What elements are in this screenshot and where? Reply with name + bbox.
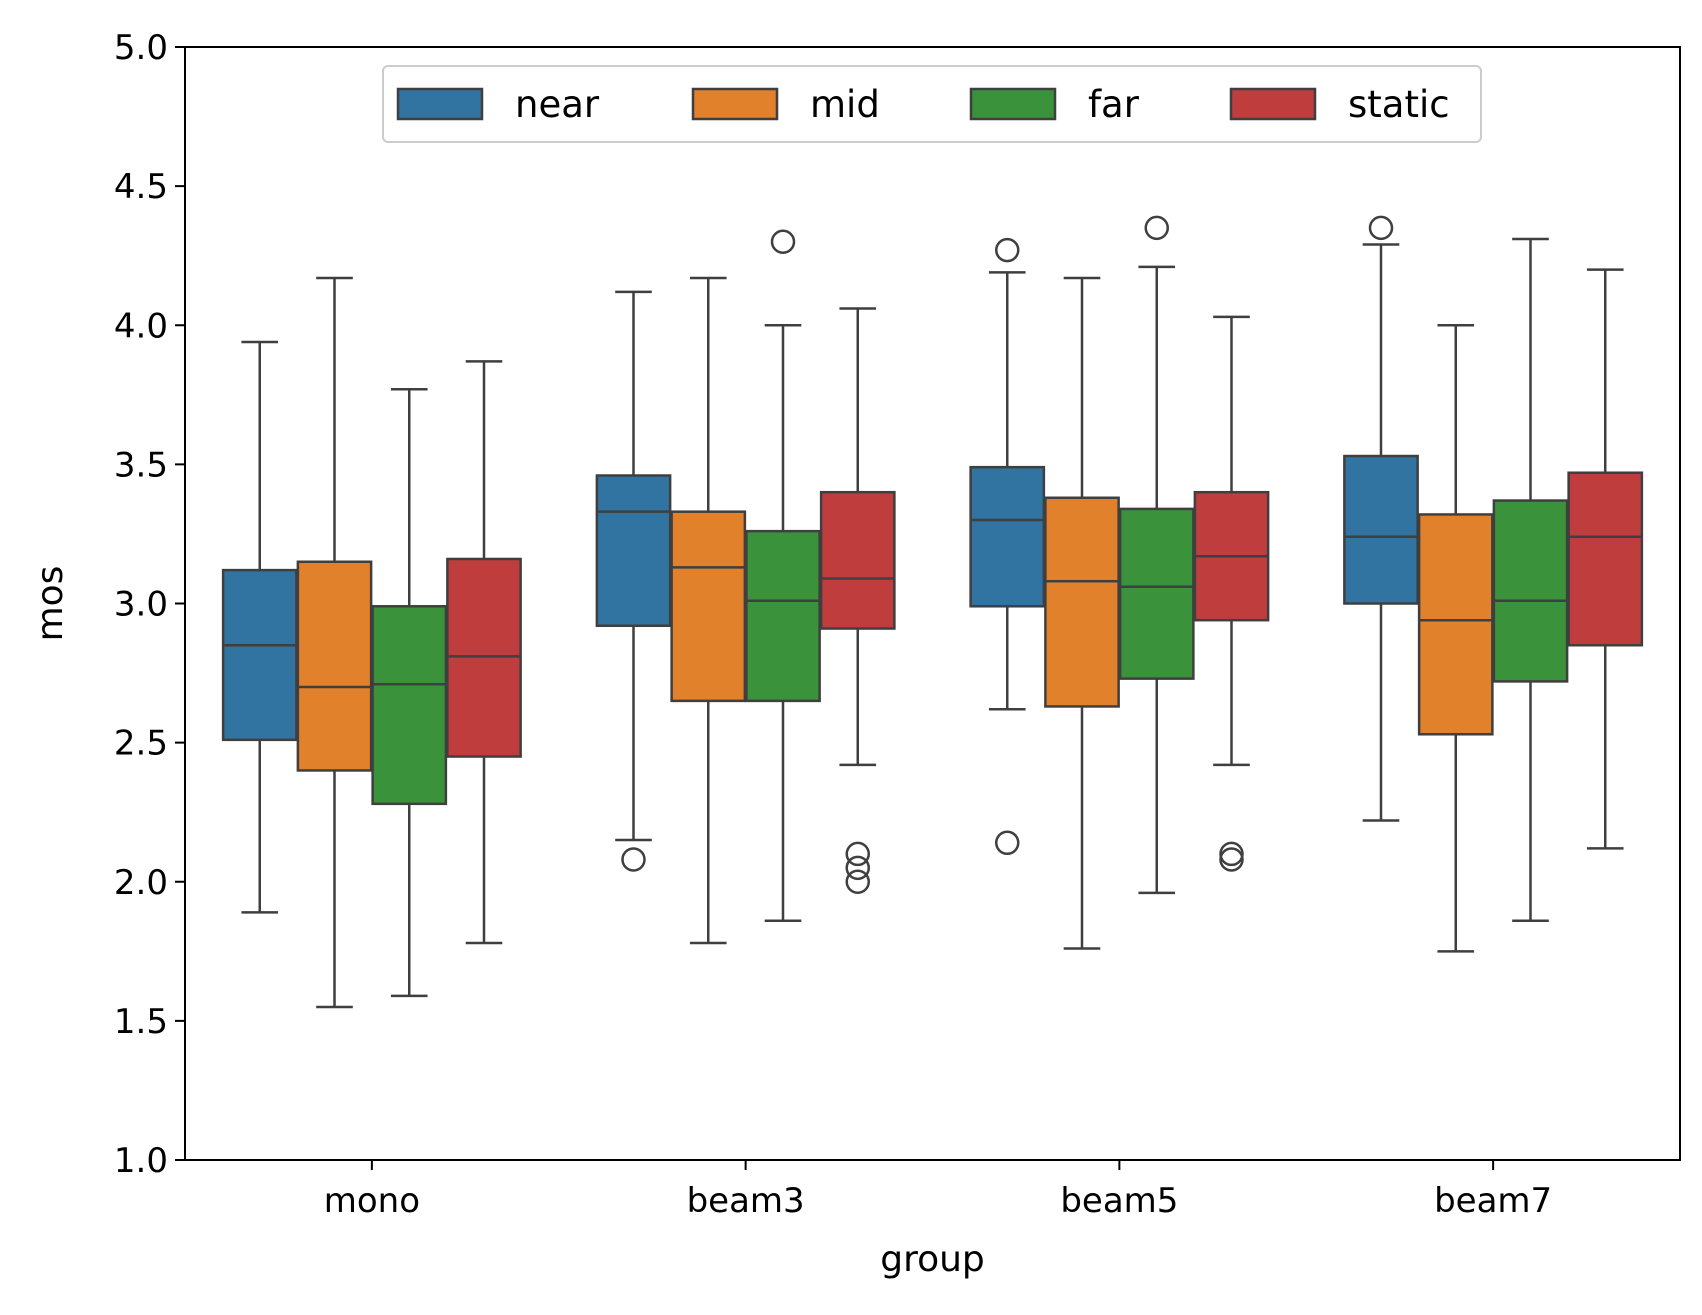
y-tick-label: 3.5 — [114, 445, 168, 485]
x-tick-label: beam7 — [1434, 1181, 1552, 1221]
legend: near mid far static — [382, 65, 1482, 143]
box-static-beam3 — [819, 307, 896, 894]
box-iqr — [595, 474, 672, 628]
box-iqr — [221, 568, 298, 742]
box-mid-beam5 — [1044, 276, 1120, 950]
box-iqr — [670, 510, 747, 703]
legend-swatch-static — [1229, 87, 1317, 121]
x-tick-label: beam5 — [1060, 1181, 1178, 1221]
y-tick-label: 2.0 — [114, 863, 168, 903]
outlier-point — [1219, 841, 1244, 867]
x-tick-label: beam3 — [687, 1181, 805, 1221]
x-axis-label: group — [880, 1239, 985, 1280]
legend-swatch-far — [969, 87, 1057, 121]
outlier-point — [770, 229, 796, 255]
legend-label-far: far — [1088, 83, 1140, 126]
outlier-point — [845, 869, 870, 894]
box-near-mono — [221, 340, 298, 914]
legend-swatch-mid — [691, 87, 779, 121]
box-far-beam3 — [745, 229, 821, 922]
box-static-mono — [446, 360, 522, 945]
box-iqr — [1492, 499, 1569, 683]
legend-label-near: near — [515, 83, 600, 126]
outlier-point — [845, 855, 870, 881]
legend-label-mid: mid — [810, 83, 880, 126]
legend-label-static: static — [1348, 83, 1450, 126]
outlier-point — [995, 237, 1020, 263]
box-mid-mono — [296, 276, 373, 1009]
plot-area — [221, 215, 1644, 1009]
box-iqr — [446, 557, 522, 758]
box-iqr — [1417, 513, 1494, 736]
box-far-mono — [371, 387, 448, 998]
y-axis: 1.0 1.5 2.0 2.5 3.0 3.5 4.0 4.5 5.0 — [114, 28, 185, 1181]
y-tick-label: 2.5 — [114, 724, 168, 764]
box-iqr — [371, 605, 448, 806]
box-iqr — [1343, 454, 1419, 605]
outlier-point — [1219, 847, 1244, 872]
box-iqr — [1118, 507, 1195, 680]
box-iqr — [969, 465, 1046, 608]
y-tick-label: 1.0 — [114, 1141, 168, 1181]
legend-box — [382, 65, 1482, 143]
box-iqr — [819, 490, 896, 630]
outlier-point — [1368, 215, 1394, 241]
box-mid-beam3 — [670, 276, 747, 945]
box-near-beam7 — [1343, 215, 1419, 822]
box-static-beam7 — [1567, 268, 1644, 850]
y-axis-label: mos — [30, 566, 71, 642]
outlier-point — [995, 830, 1020, 856]
box-iqr — [745, 529, 821, 703]
box-far-beam5 — [1118, 215, 1195, 895]
y-tick-label: 4.5 — [114, 167, 168, 207]
y-tick-label: 5.0 — [114, 28, 168, 68]
box-far-beam7 — [1492, 237, 1569, 922]
x-axis: mono beam3 beam5 beam7 — [324, 1160, 1552, 1221]
box-mid-beam7 — [1417, 324, 1494, 953]
box-iqr — [1567, 471, 1644, 647]
y-tick-label: 4.0 — [114, 306, 168, 346]
outlier-point — [621, 847, 646, 872]
outlier-point — [845, 841, 870, 867]
x-tick-label: mono — [324, 1181, 420, 1221]
y-tick-label: 1.5 — [114, 1002, 168, 1042]
outlier-point — [1144, 215, 1169, 241]
y-tick-label: 3.0 — [114, 585, 168, 625]
box-iqr — [1044, 496, 1120, 708]
box-near-beam5 — [969, 237, 1046, 856]
box-static-beam5 — [1193, 315, 1270, 872]
legend-swatch-near — [396, 87, 484, 121]
box-iqr — [296, 560, 373, 772]
box-near-beam3 — [595, 290, 672, 872]
